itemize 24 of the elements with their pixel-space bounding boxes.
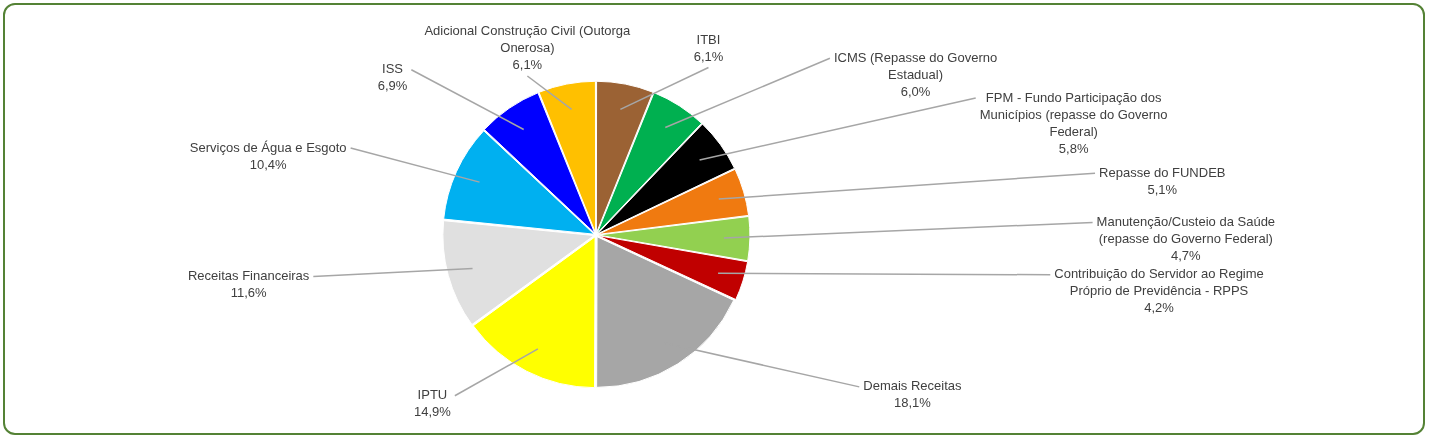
slice-label: Demais Receitas [863, 378, 963, 394]
slice-label: IPTU [417, 387, 448, 403]
data-label: 6,1% [693, 48, 724, 64]
data-label: 11,6% [230, 284, 268, 300]
data-label: 4,2% [1144, 300, 1175, 316]
slice-label: FPM - Fundo Participação dos Municípios (repasse do Governo Federal) [979, 89, 1168, 139]
slice-label: Adicional Construção Civil (Outorga Onerosa) [424, 23, 632, 56]
data-label: 18,1% [893, 395, 932, 411]
data-label: 6,0% [900, 83, 931, 99]
slice-label: Manutenção/Custeio da Saúde (repasse do Governo Federal) [1096, 214, 1276, 247]
data-label: 5,1% [1147, 181, 1178, 197]
slice-label: Receitas Financeiras [187, 267, 310, 283]
data-label: 6,9% [377, 78, 408, 94]
slice-label: Serviços de Água e Esgoto [189, 139, 347, 155]
slice-label: ITBI [696, 31, 721, 47]
slice-label: Contribuição do Servidor ao Regime Próprio de Previdência - RPPS [1054, 266, 1264, 299]
data-label: 4,7% [1171, 248, 1202, 264]
slice-label: ICMS (Repasse do Governo Estadual) [833, 49, 998, 82]
data-label: 10,4% [249, 156, 288, 172]
data-label: 5,8% [1058, 140, 1089, 156]
slice-label: Repasse do FUNDEB [1099, 164, 1226, 180]
slice-label: ISS [382, 61, 404, 77]
data-label: 14,9% [413, 404, 452, 420]
data-label: 6,1% [512, 57, 543, 73]
